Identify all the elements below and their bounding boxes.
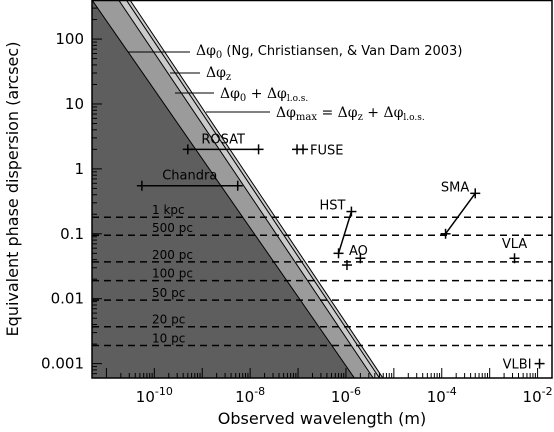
y-axis-label: Equivalent phase dispersion (arcsec) [3, 42, 22, 337]
y-tick-label-5: 0.001 [41, 355, 84, 373]
distance-lines: 1 kpc 500 pc 200 pc 100 pc 50 pc 20 pc 10 pc [92, 203, 552, 347]
annotation-ng-2003: Δφ0 (Ng, Christiansen, & Van Dam 2003) [196, 43, 462, 61]
annotation-phi-max: Δφmax = Δφz + Δφl.o.s. [276, 105, 425, 123]
y-tick-label-1: 10 [65, 95, 84, 113]
y-tick-label-4: 0.01 [51, 290, 84, 308]
boundary-line-2 [125, 0, 380, 378]
distance-label-4: 50 pc [152, 286, 185, 300]
point-vla [509, 253, 520, 264]
segment-end-sma-high [470, 188, 481, 199]
segment-hst [337, 211, 353, 254]
range-end-rosat-min [182, 144, 193, 155]
x-tick-label-1: 10-8 [235, 385, 265, 406]
instrument-marks: ROSAT Chandra HST SMA FUSE VLA VLBI AO [136, 132, 545, 373]
distance-label-3: 100 pc [152, 267, 193, 281]
label-sma: SMA [441, 180, 469, 195]
annotation-phi0-plus-los: Δφ0 + Δφl.o.s. [220, 86, 308, 104]
plot-frame [91, 0, 553, 379]
label-vlbi: VLBI [503, 358, 532, 373]
boundary-line-3 [129, 0, 384, 378]
segment-end-hst-low [333, 248, 344, 259]
segment-end-hst-high [346, 206, 357, 217]
annotation-phi-z: Δφz [206, 65, 231, 83]
x-tick-label-2: 10-6 [331, 385, 361, 406]
axes: 10-10 10-8 10-6 10-4 10-2 100 10 1 0.1 0.01 0.001 [41, 0, 553, 406]
label-ao: AO [349, 244, 368, 259]
range-end-chandra-min [136, 180, 147, 191]
segment-sma [444, 192, 476, 235]
label-chandra: Chandra [162, 169, 217, 184]
point-fuse-b [298, 144, 309, 155]
point-vlbi [534, 358, 545, 369]
y-tick-label-0: 100 [55, 30, 84, 48]
distance-label-2: 200 pc [152, 248, 193, 262]
point-unlabeled-4 [355, 253, 366, 264]
range-end-rosat-max [253, 144, 264, 155]
distance-label-0: 1 kpc [152, 203, 185, 217]
range-end-chandra-max [232, 180, 243, 191]
x-tick-label-0: 10-10 [136, 385, 173, 406]
boundary-line-0 [92, 0, 355, 378]
x-tick-label-4: 10-2 [523, 385, 553, 406]
boundary-line-1 [118, 0, 374, 378]
distance-label-1: 500 pc [152, 221, 193, 235]
label-hst: HST [319, 199, 345, 214]
distance-label-6: 10 pc [152, 332, 185, 346]
distance-label-5: 20 pc [152, 313, 185, 327]
x-tick-label-3: 10-4 [427, 385, 457, 406]
x-axis-label: Observed wavelength (m) [218, 409, 426, 428]
line-annotations: Δφ0 (Ng, Christiansen, & Van Dam 2003) Δ… [128, 43, 462, 123]
point-ao [341, 260, 352, 271]
label-vla: VLA [502, 237, 527, 252]
label-rosat: ROSAT [201, 132, 245, 147]
label-fuse: FUSE [310, 143, 343, 158]
y-tick-label-3: 0.1 [60, 225, 84, 243]
y-tick-label-2: 1 [74, 160, 84, 178]
segment-end-sma-low [440, 228, 451, 239]
